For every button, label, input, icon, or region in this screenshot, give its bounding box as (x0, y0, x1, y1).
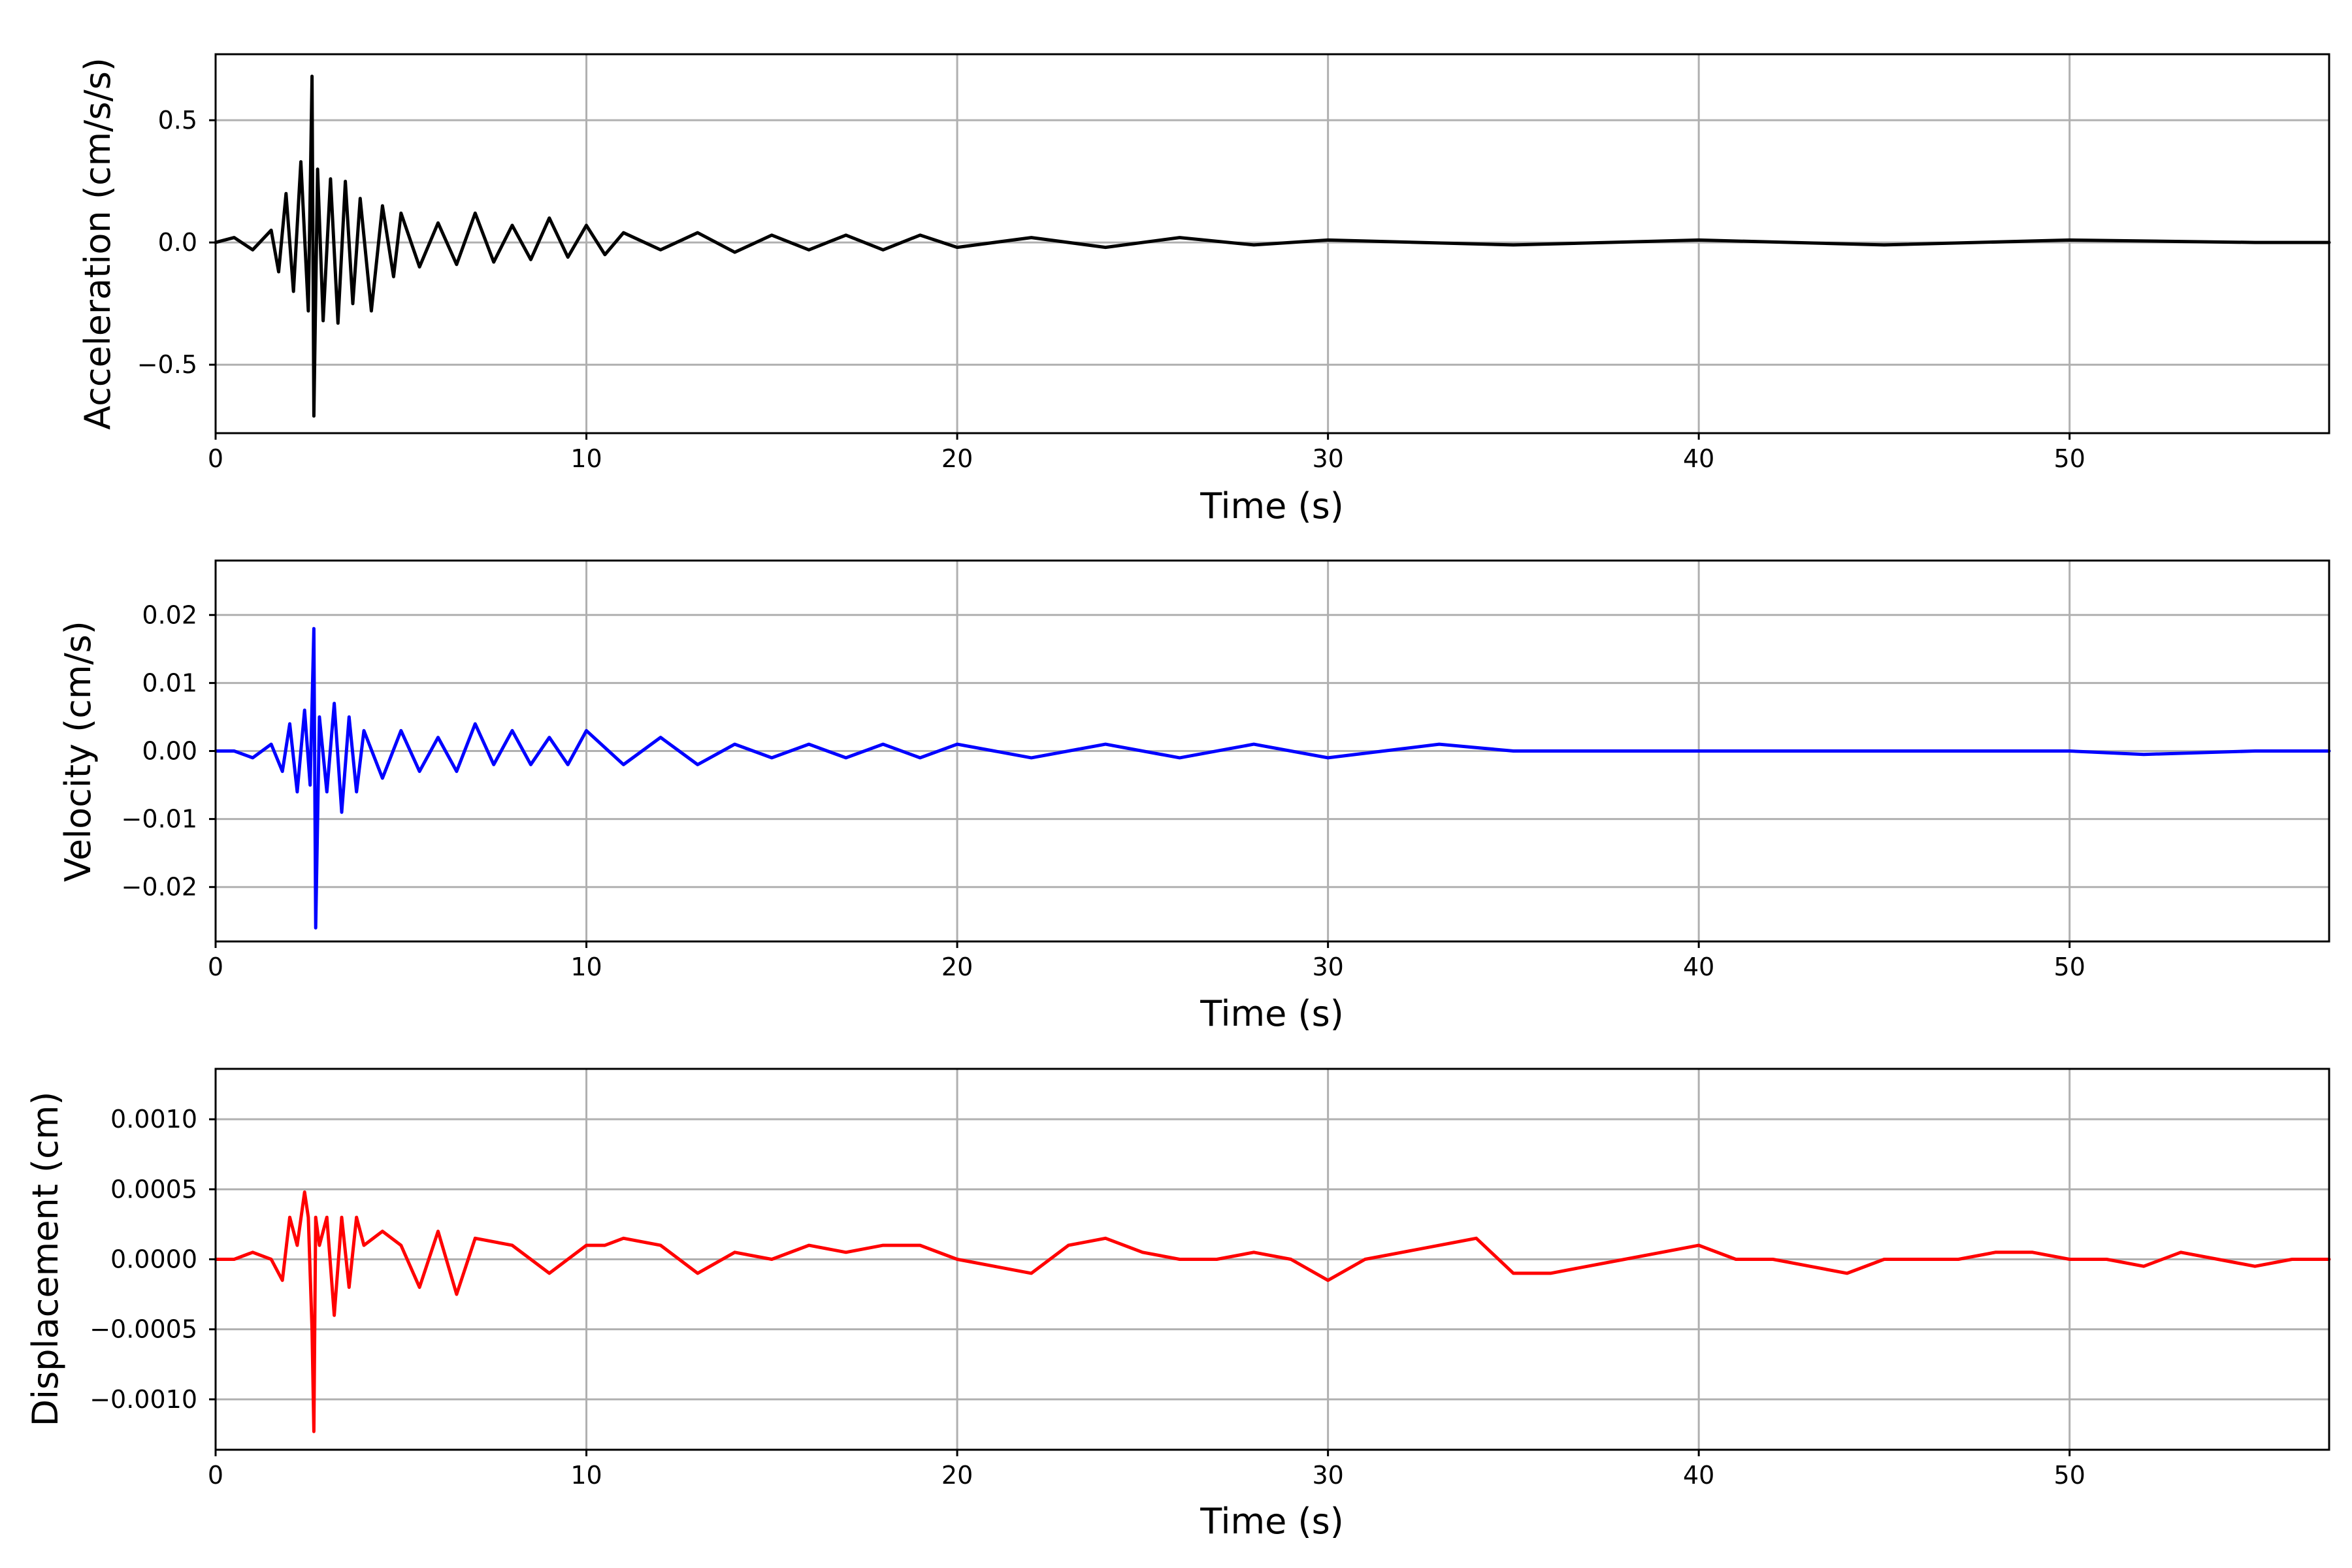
velocity-y-tick-label: 0.01 (142, 668, 197, 697)
velocity-x-tick-label: 10 (570, 953, 602, 981)
acceleration-x-tick-label: 10 (570, 444, 602, 473)
velocity-y-tick-label: 0.00 (142, 737, 197, 766)
displacement-x-tick-label: 40 (1683, 1461, 1714, 1490)
displacement-y-tick-label: −0.0005 (90, 1315, 197, 1344)
acceleration-x-tick-label: 30 (1312, 444, 1343, 473)
displacement-y-tick-label: 0.0000 (110, 1245, 197, 1274)
displacement-y-axis-label: Displacement (cm) (25, 1092, 66, 1427)
velocity-trace-line (214, 627, 2331, 930)
velocity-x-tick-label: 40 (1683, 953, 1714, 981)
velocity-x-tick-label: 30 (1312, 953, 1343, 981)
velocity-y-tick-label: −0.02 (122, 873, 197, 902)
velocity-x-tick-label: 0 (208, 953, 223, 981)
velocity-panel: 0 10 20 30 40 50 0.02 0.01 0.00 −0.01 −0.02 Time (… (57, 559, 2331, 1034)
displacement-x-tick-label: 30 (1312, 1461, 1343, 1490)
displacement-x-tick-label: 50 (2054, 1461, 2085, 1490)
velocity-x-tick-label: 20 (941, 953, 973, 981)
acceleration-x-tick-label: 50 (2054, 444, 2085, 473)
velocity-y-axis-label: Velocity (cm/s) (57, 621, 99, 882)
displacement-x-tick-label: 0 (208, 1461, 223, 1490)
displacement-y-tick-label: 0.0010 (110, 1105, 197, 1134)
velocity-x-axis-label: Time (s) (1200, 993, 1344, 1034)
acceleration-y-tick-label: −0.5 (137, 350, 197, 379)
acceleration-panel: 0 10 20 30 40 50 0.5 0.0 −0.5 Time (s) Accelerat… (77, 53, 2331, 527)
displacement-x-tick-label: 10 (570, 1461, 602, 1490)
acceleration-x-tick-label: 20 (941, 444, 973, 473)
displacement-x-axis-label: Time (s) (1200, 1501, 1344, 1542)
acceleration-y-tick-label: 0.0 (158, 228, 197, 257)
acceleration-x-tick-label: 40 (1683, 444, 1714, 473)
acceleration-y-axis-label: Acceleration (cm/s/s) (77, 57, 118, 430)
acceleration-trace-line (214, 74, 2331, 418)
velocity-x-tick-label: 50 (2054, 953, 2085, 981)
acceleration-plot-area (214, 53, 2330, 434)
velocity-y-tick-label: 0.02 (142, 600, 197, 629)
velocity-y-tick-label: −0.01 (122, 805, 197, 834)
displacement-y-tick-label: −0.0010 (90, 1385, 197, 1414)
displacement-panel: 0 10 20 30 40 50 0.0010 0.0005 0.0000 −0.0005 −0.0… (25, 1068, 2331, 1542)
displacement-trace-line (214, 1190, 2331, 1433)
acceleration-y-tick-label: 0.5 (158, 106, 197, 135)
displacement-y-tick-label: 0.0005 (110, 1175, 197, 1203)
acceleration-x-axis-label: Time (s) (1200, 485, 1344, 527)
acceleration-x-tick-label: 0 (208, 444, 223, 473)
displacement-x-tick-label: 20 (941, 1461, 973, 1490)
